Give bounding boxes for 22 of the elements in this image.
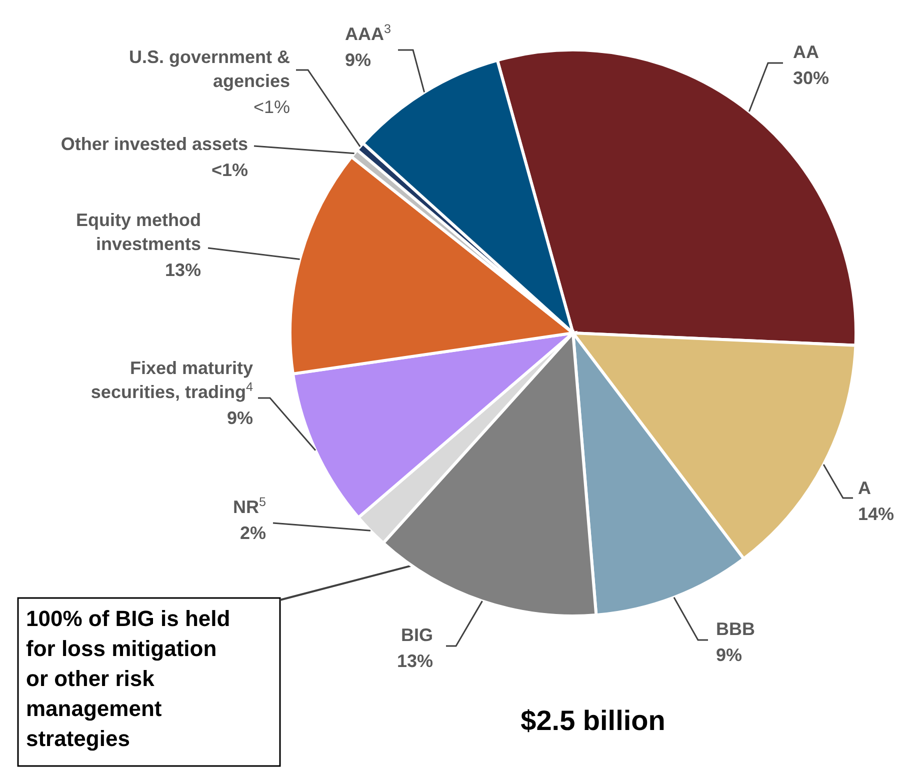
- slice-label: BBB: [716, 619, 755, 639]
- slice-label: A: [858, 478, 871, 498]
- text: 100% of BIG is held for loss mitigation or other risk management strategies: [26, 606, 230, 751]
- slice-label: Other invested assets: [60, 134, 248, 154]
- data-label: 13%: [396, 651, 433, 671]
- data-label: 9%: [345, 50, 372, 70]
- slice-label: AAA$^{3}$: [345, 22, 392, 44]
- data-label: 9%: [716, 645, 742, 665]
- text: $2.5 billion: [520, 705, 666, 736]
- data-label: 30%: [793, 68, 830, 88]
- slice-label: NR$^{5}$: [232, 495, 266, 517]
- data-label: <1%: [253, 97, 290, 117]
- data-label: 2%: [240, 523, 266, 543]
- data-label: <1%: [211, 160, 248, 180]
- slice-label: BIG: [400, 625, 433, 645]
- slice-label: Fixed maturity securities, trading$^{4}$: [90, 358, 253, 402]
- data-label: 9%: [226, 408, 253, 428]
- slice-label: AA: [793, 42, 819, 62]
- slice-label: U.S. government & agencies: [128, 47, 290, 91]
- data-label: 13%: [164, 260, 201, 280]
- data-label: 14%: [858, 504, 894, 524]
- slice-label: Equity method investments: [76, 210, 201, 254]
